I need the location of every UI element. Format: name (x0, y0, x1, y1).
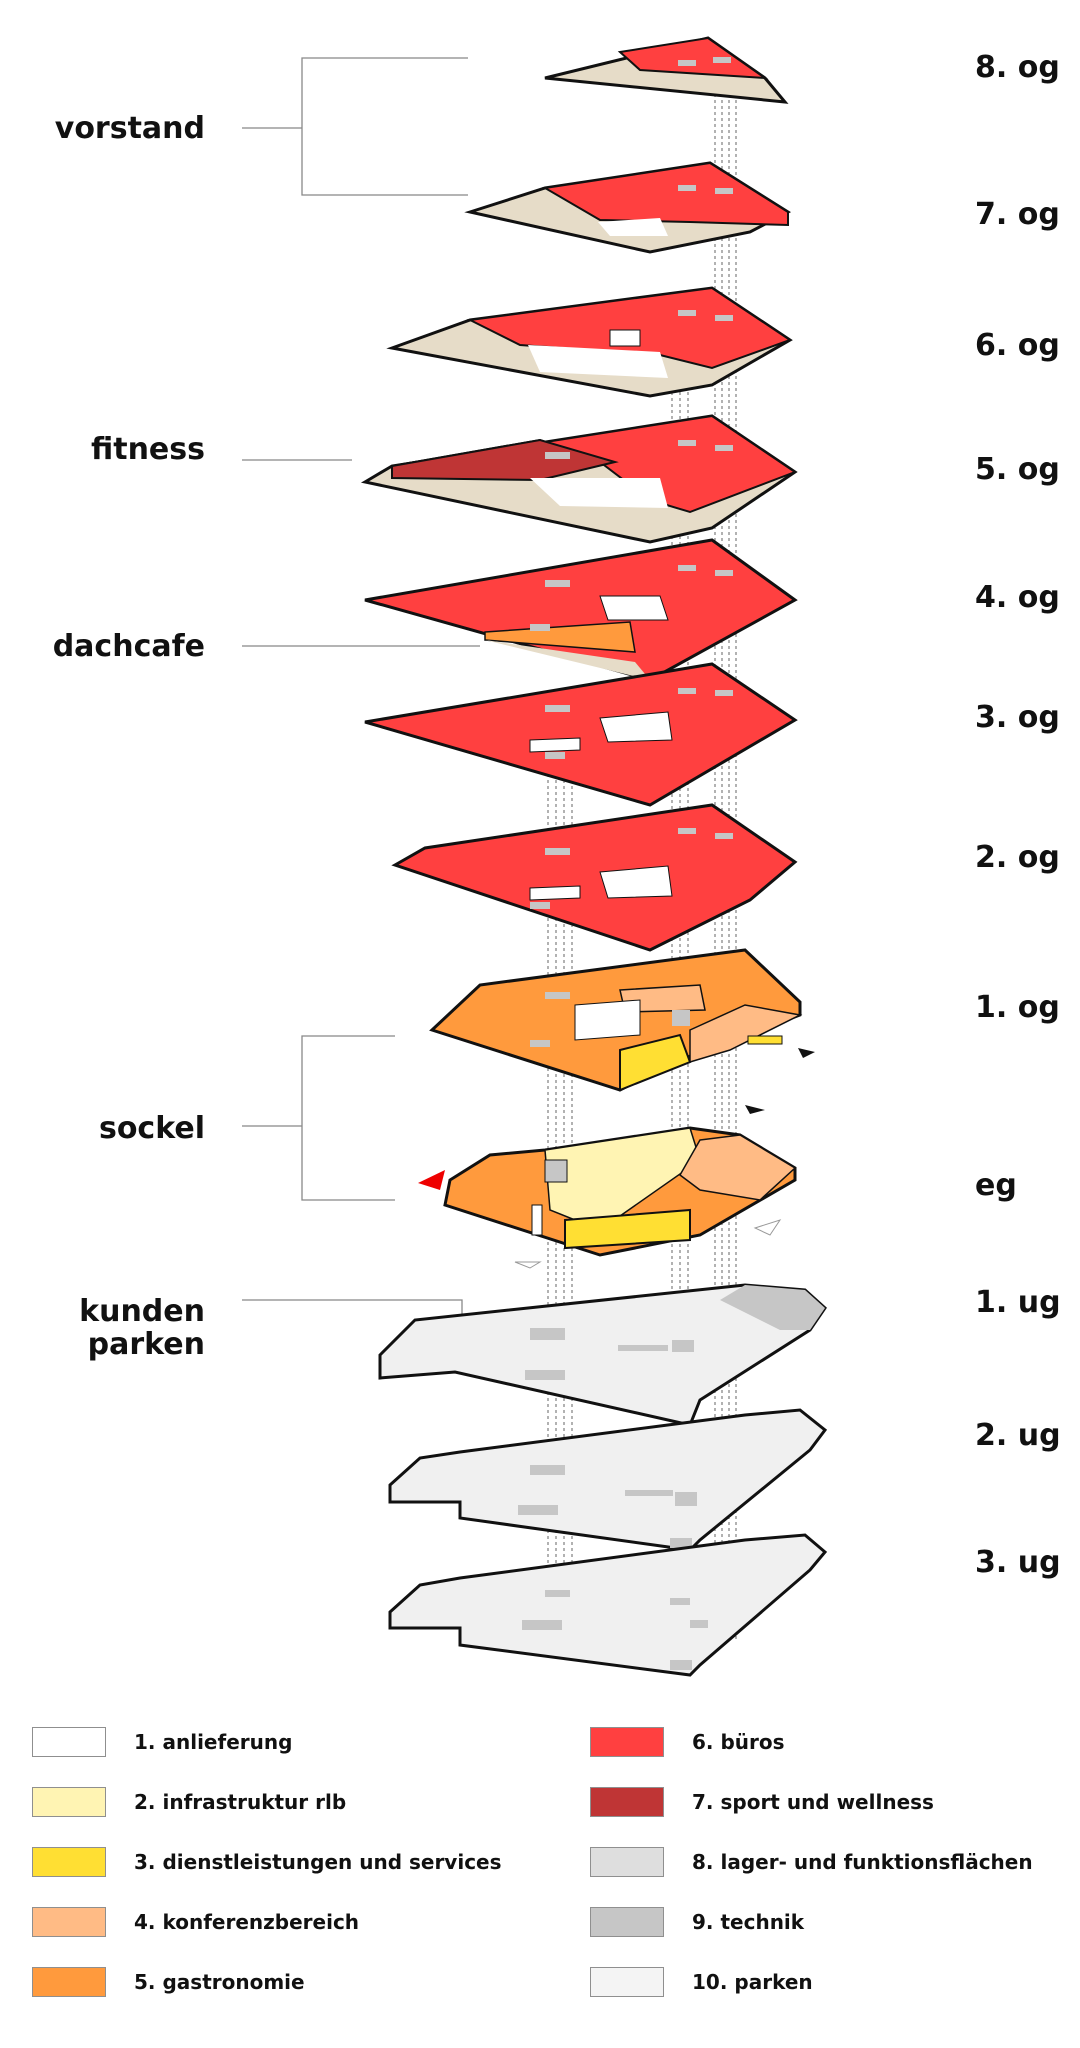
floor-label-2-og: 2. og (975, 840, 1060, 875)
legend-item: 6. büros (590, 1726, 785, 1758)
legend-label: 8. lager- und funktionsflächen (692, 1850, 1033, 1874)
floor-3-og-plate (364, 662, 798, 807)
section-label-sockel: sockel (98, 1111, 205, 1146)
floor-eg-plate (443, 1126, 797, 1257)
floor-5-og-plate (360, 414, 798, 544)
section-label-dachcafe: dachcafe (52, 629, 205, 664)
legend-item: 7. sport und wellness (590, 1786, 934, 1818)
floor-8-og-plate (544, 36, 789, 104)
legend-swatch (32, 1967, 106, 1997)
legend-label: 1. anlieferung (134, 1730, 293, 1754)
legend-item: 5. gastronomie (32, 1966, 305, 1998)
floor-label-8-og: 8. og (975, 50, 1060, 85)
entrance-markers (418, 1048, 815, 1269)
legend-label: 9. technik (692, 1910, 805, 1934)
legend-label: 7. sport und wellness (692, 1790, 934, 1814)
legend-swatch (32, 1787, 106, 1817)
legend-swatch (590, 1907, 664, 1937)
legend-label: 4. konferenzbereich (134, 1910, 360, 1934)
floor-label-6-og: 6. og (975, 328, 1060, 363)
floor-label-5-og: 5. og (975, 452, 1060, 487)
floor-2-ug-plate (388, 1408, 828, 1552)
legend-item: 2. infrastruktur rlb (32, 1786, 346, 1818)
floor-1-ug-plate (378, 1283, 827, 1427)
legend-swatch (32, 1907, 106, 1937)
legend-item: 1. anlieferung (32, 1726, 292, 1758)
section-label-fitness: fitness (91, 432, 205, 467)
legend-swatch (590, 1967, 664, 1997)
legend-label: 5. gastronomie (134, 1970, 305, 1994)
floor-label-3-ug: 3. ug (975, 1545, 1061, 1580)
floor-3-ug-plate (388, 1533, 828, 1677)
floor-label-eg: eg (975, 1168, 1017, 1203)
section-label-vorstand: vorstand (54, 111, 205, 146)
legend-label: 10. parken (692, 1970, 813, 1994)
floor-7-og-plate (464, 161, 792, 254)
legend-label: 2. infrastruktur rlb (134, 1790, 347, 1814)
floor-label-2-ug: 2. ug (975, 1418, 1061, 1453)
floor-label-7-og: 7. og (975, 197, 1060, 232)
floor-label-3-og: 3. og (975, 700, 1060, 735)
legend-label: 6. büros (692, 1730, 785, 1754)
floor-6-og-plate (386, 286, 793, 398)
legend-item: 3. dienstleistungen und services (32, 1846, 502, 1878)
section-label-kunden-parken: kunden parken (79, 1294, 205, 1362)
floor-label-4-og: 4. og (975, 580, 1060, 615)
floor-2-og-plate (391, 803, 798, 952)
legend-swatch (590, 1727, 664, 1757)
legend-swatch (32, 1727, 106, 1757)
legend-item: 8. lager- und funktionsflächen (590, 1846, 1033, 1878)
floor-4-og-plate (364, 538, 798, 682)
legend-label: 3. dienstleistungen und services (134, 1850, 502, 1874)
section-leader-lines (242, 57, 480, 1320)
legend-swatch (590, 1847, 664, 1877)
floor-label-1-ug: 1. ug (975, 1285, 1061, 1320)
legend-swatch (590, 1787, 664, 1817)
floor-label-1-og: 1. og (975, 990, 1060, 1025)
legend-item: 9. technik (590, 1906, 804, 1938)
legend-item: 4. konferenzbereich (32, 1906, 359, 1938)
legend-item: 10. parken (590, 1966, 813, 1998)
legend-swatch (32, 1847, 106, 1877)
floor-1-og-plate (429, 948, 803, 1092)
